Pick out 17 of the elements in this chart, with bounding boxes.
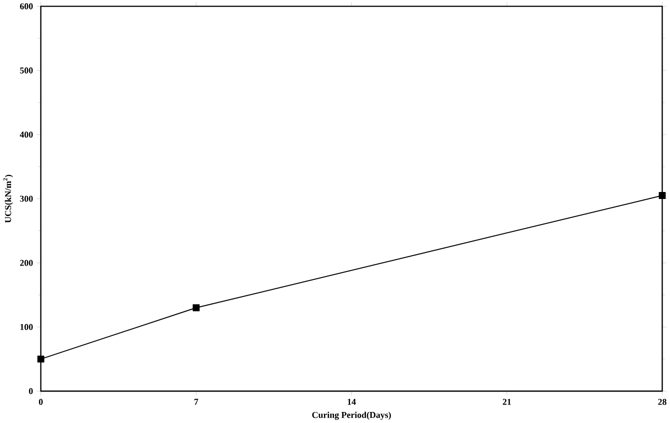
x-tick-label: 21 (502, 398, 511, 405)
x-tick-label: 0 (38, 398, 43, 405)
x-tick-label: 14 (348, 398, 356, 405)
y-tick-label: 200 (20, 260, 33, 266)
y-tick-label: 600 (20, 3, 33, 10)
y-axis-title: UCS(kN/m$^{2}$) (3, 174, 13, 223)
y-tick-label: 500 (20, 67, 33, 74)
point (658, 192, 666, 199)
y-tick-label: 100 (20, 324, 33, 330)
y-tick-label: 0 (28, 388, 33, 394)
x-tick-label: 28 (658, 398, 666, 405)
y-tick-label: 400 (20, 132, 33, 138)
x-axis-title: Curing Period(Days) (312, 412, 391, 420)
point (192, 304, 200, 312)
x-tick-label: 7 (194, 398, 198, 405)
point (37, 356, 44, 362)
y-tick-label: 300 (20, 196, 33, 202)
